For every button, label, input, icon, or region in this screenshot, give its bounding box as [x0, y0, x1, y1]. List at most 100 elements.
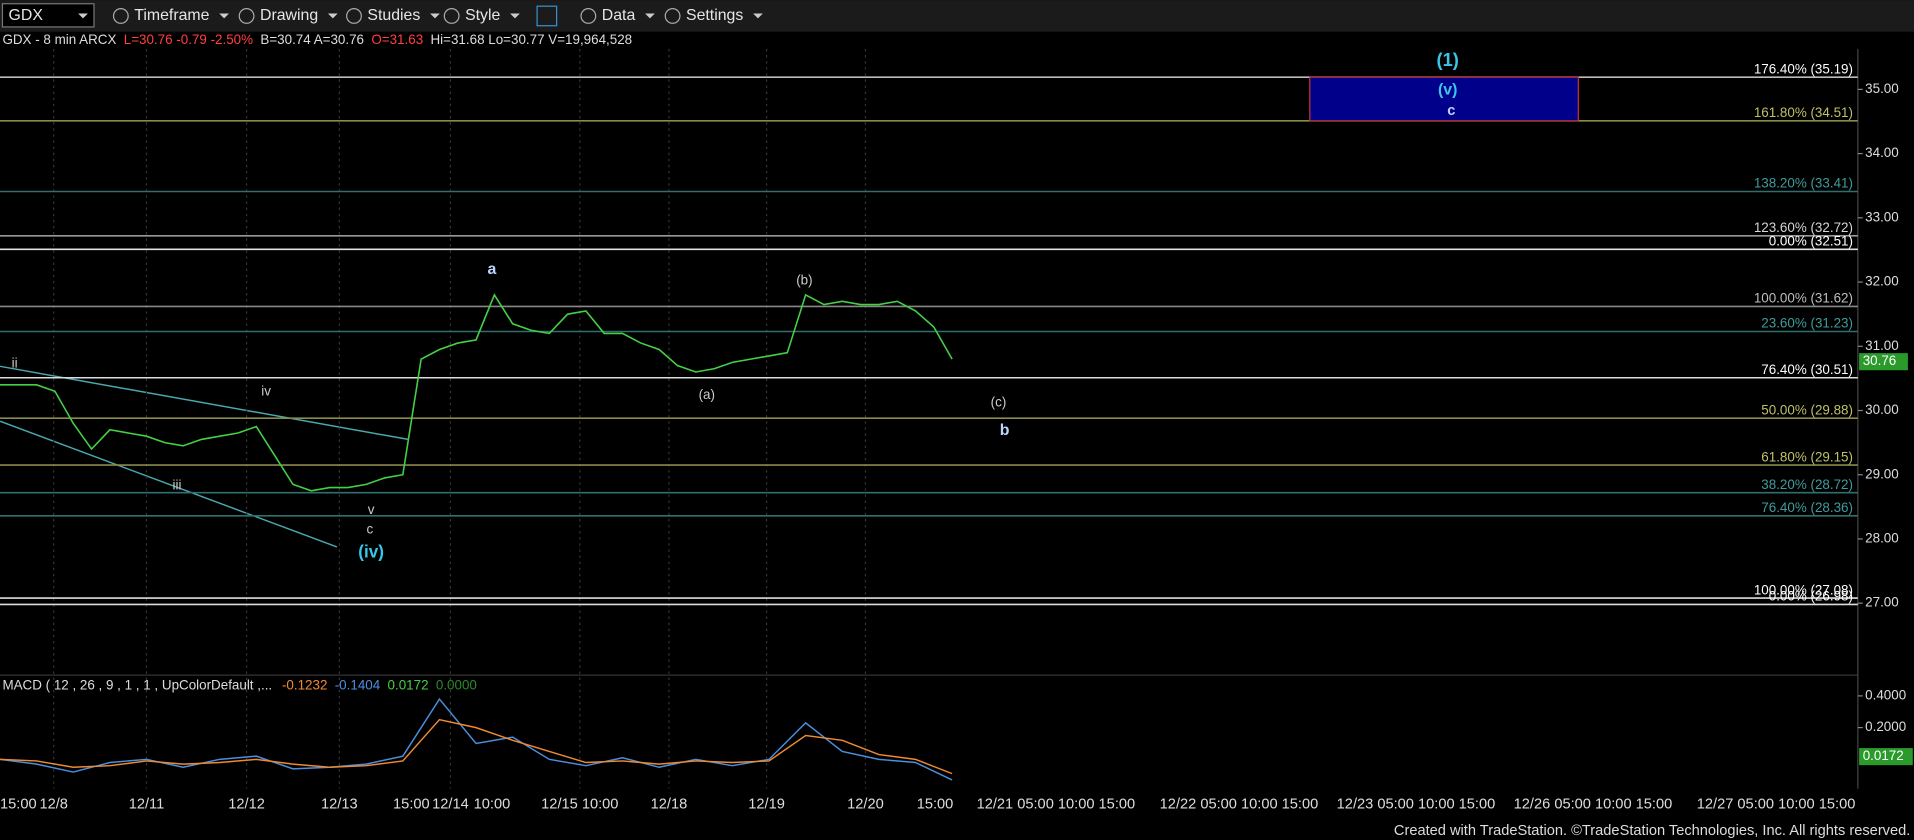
wave-label: iv — [261, 383, 271, 398]
wave-label: v — [368, 502, 375, 517]
macd-readout: 0.0000 — [436, 678, 477, 693]
fib-label: 50.00% (29.88) — [1761, 402, 1853, 417]
y-tick-label: 34.00 — [1865, 145, 1899, 160]
info-bid-ask: B=30.74 A=30.76 — [260, 32, 364, 47]
macd-last-label: 0.0172 — [1863, 748, 1904, 763]
y-tick-label: 27.00 — [1865, 595, 1899, 610]
wave-label: a — [488, 261, 497, 278]
x-tick-label: 12/23 05:00 10:00 15:00 — [1337, 796, 1496, 812]
x-tick-label: 12/26 05:00 10:00 15:00 — [1514, 796, 1673, 812]
macd-readout: -0.1232 — [282, 678, 327, 693]
symbol-input[interactable]: GDX — [9, 7, 44, 24]
last-price-box — [1859, 353, 1908, 371]
macd-last-box — [1859, 748, 1913, 766]
y-tick-label: 32.00 — [1865, 274, 1899, 289]
menu-icon — [580, 8, 597, 24]
y-tick-label: 0.2000 — [1865, 719, 1906, 734]
fib-label: 76.40% (30.51) — [1761, 362, 1853, 377]
fib-label: 138.20% (33.41) — [1754, 176, 1853, 191]
trend-line — [0, 420, 338, 548]
menu-item[interactable]: Timeframe — [134, 7, 209, 24]
dropdown-arrow — [78, 13, 88, 19]
macd-readout: 0.0172 — [388, 678, 429, 693]
x-tick-label: 12/13 — [321, 796, 358, 812]
x-tick-label: 12/11 — [129, 796, 165, 812]
layout-button[interactable] — [536, 5, 558, 27]
last-price-label: 30.76 — [1863, 353, 1897, 368]
menu-item[interactable]: Style — [465, 7, 500, 24]
y-tick-label: 31.00 — [1865, 338, 1899, 353]
x-tick-label: 12/19 — [748, 796, 785, 812]
fib-label: 61.80% (29.15) — [1761, 449, 1853, 464]
x-tick-label: 12/15 10:00 — [541, 796, 618, 812]
x-tick-label: 12/22 05:00 10:00 15:00 — [1160, 796, 1319, 812]
wave-label: ii — [12, 355, 18, 370]
x-tick-label: 12/20 — [847, 796, 884, 812]
fib-label: 23.60% (31.23) — [1761, 316, 1853, 331]
fib-label: 100.00% (31.62) — [1754, 291, 1853, 306]
wave-label: c — [1447, 103, 1455, 119]
x-tick-label: 12/8 — [39, 796, 67, 812]
y-tick-label: 35.00 — [1865, 81, 1899, 96]
menu-icon — [112, 8, 129, 24]
macd-readout: -0.1404 — [335, 678, 381, 693]
x-tick-label: 15:00 — [0, 796, 37, 812]
dropdown-arrow — [645, 13, 655, 19]
x-tick-label: 12/18 — [651, 796, 688, 812]
menu-icon — [346, 8, 362, 24]
fib-label: 38.20% (28.72) — [1761, 477, 1853, 492]
footer-bar — [0, 820, 1914, 840]
price-line — [0, 293, 953, 492]
fib-label: 123.60% (32.72) — [1754, 220, 1853, 235]
macd-title: MACD ( 12 , 26 , 9 , 1 , 1 , UpColorDefa… — [2, 678, 272, 693]
wave-label: (iv) — [358, 543, 384, 562]
macd-line — [0, 718, 953, 775]
y-tick-label: 33.00 — [1865, 209, 1899, 224]
x-tick-label: 10:00 — [474, 796, 511, 812]
menu-item[interactable]: Data — [602, 7, 636, 24]
y-tick-label: 0.4000 — [1865, 687, 1906, 702]
wave-label: (v) — [1438, 82, 1457, 99]
footer: Created with TradeStation. ©TradeStation… — [1394, 823, 1910, 839]
dropdown-arrow — [219, 13, 230, 19]
dropdown-arrow — [430, 13, 440, 19]
info-bar — [0, 31, 1914, 49]
wave-label: (a) — [699, 387, 715, 402]
symbol-box[interactable] — [1, 3, 95, 28]
info-symbol: GDX - 8 min ARCX — [2, 32, 116, 47]
wave-label: iii — [173, 477, 182, 492]
info-open: O=31.63 — [371, 32, 423, 47]
wave-label: (b) — [796, 272, 812, 287]
y-tick-label: 28.00 — [1865, 531, 1899, 546]
x-tick-label: 15:00 — [393, 796, 430, 812]
wave-label: c — [367, 521, 374, 536]
fib-label: 76.40% (28.36) — [1761, 500, 1853, 515]
info-last: L=30.76 -0.79 -2.50% — [124, 32, 253, 47]
dropdown-arrow — [753, 13, 763, 19]
wave-label: (1) — [1437, 49, 1459, 70]
toolbar — [0, 0, 1914, 32]
wave-label: b — [1000, 422, 1010, 439]
menu-item[interactable]: Studies — [367, 7, 420, 24]
menu-icon — [238, 8, 255, 24]
dropdown-arrow — [510, 13, 520, 19]
menu-item[interactable]: Settings — [686, 7, 743, 24]
target-box — [1309, 76, 1579, 122]
fib-label: 0.00% (26.98) — [1769, 589, 1853, 604]
x-tick-label: 12/21 05:00 10:00 15:00 — [977, 796, 1136, 812]
menu-icon — [443, 8, 460, 24]
x-tick-label: 12/14 — [432, 796, 469, 812]
menu-item[interactable]: Drawing — [260, 7, 318, 24]
fib-label: 0.00% (32.51) — [1769, 234, 1853, 249]
fib-label: 176.40% (35.19) — [1754, 61, 1853, 76]
fib-label: 100.00% (27.08) — [1754, 582, 1853, 597]
fib-label: 161.80% (34.51) — [1754, 105, 1853, 120]
info-rest: Hi=31.68 Lo=30.77 V=19,964,528 — [430, 32, 632, 47]
x-tick-label: 12/12 — [228, 796, 265, 812]
y-tick-label: 29.00 — [1865, 466, 1899, 481]
x-tick-label: 12/27 05:00 10:00 15:00 — [1697, 796, 1856, 812]
y-tick-label: 30.00 — [1865, 402, 1899, 417]
wave-label: (c) — [991, 394, 1007, 409]
